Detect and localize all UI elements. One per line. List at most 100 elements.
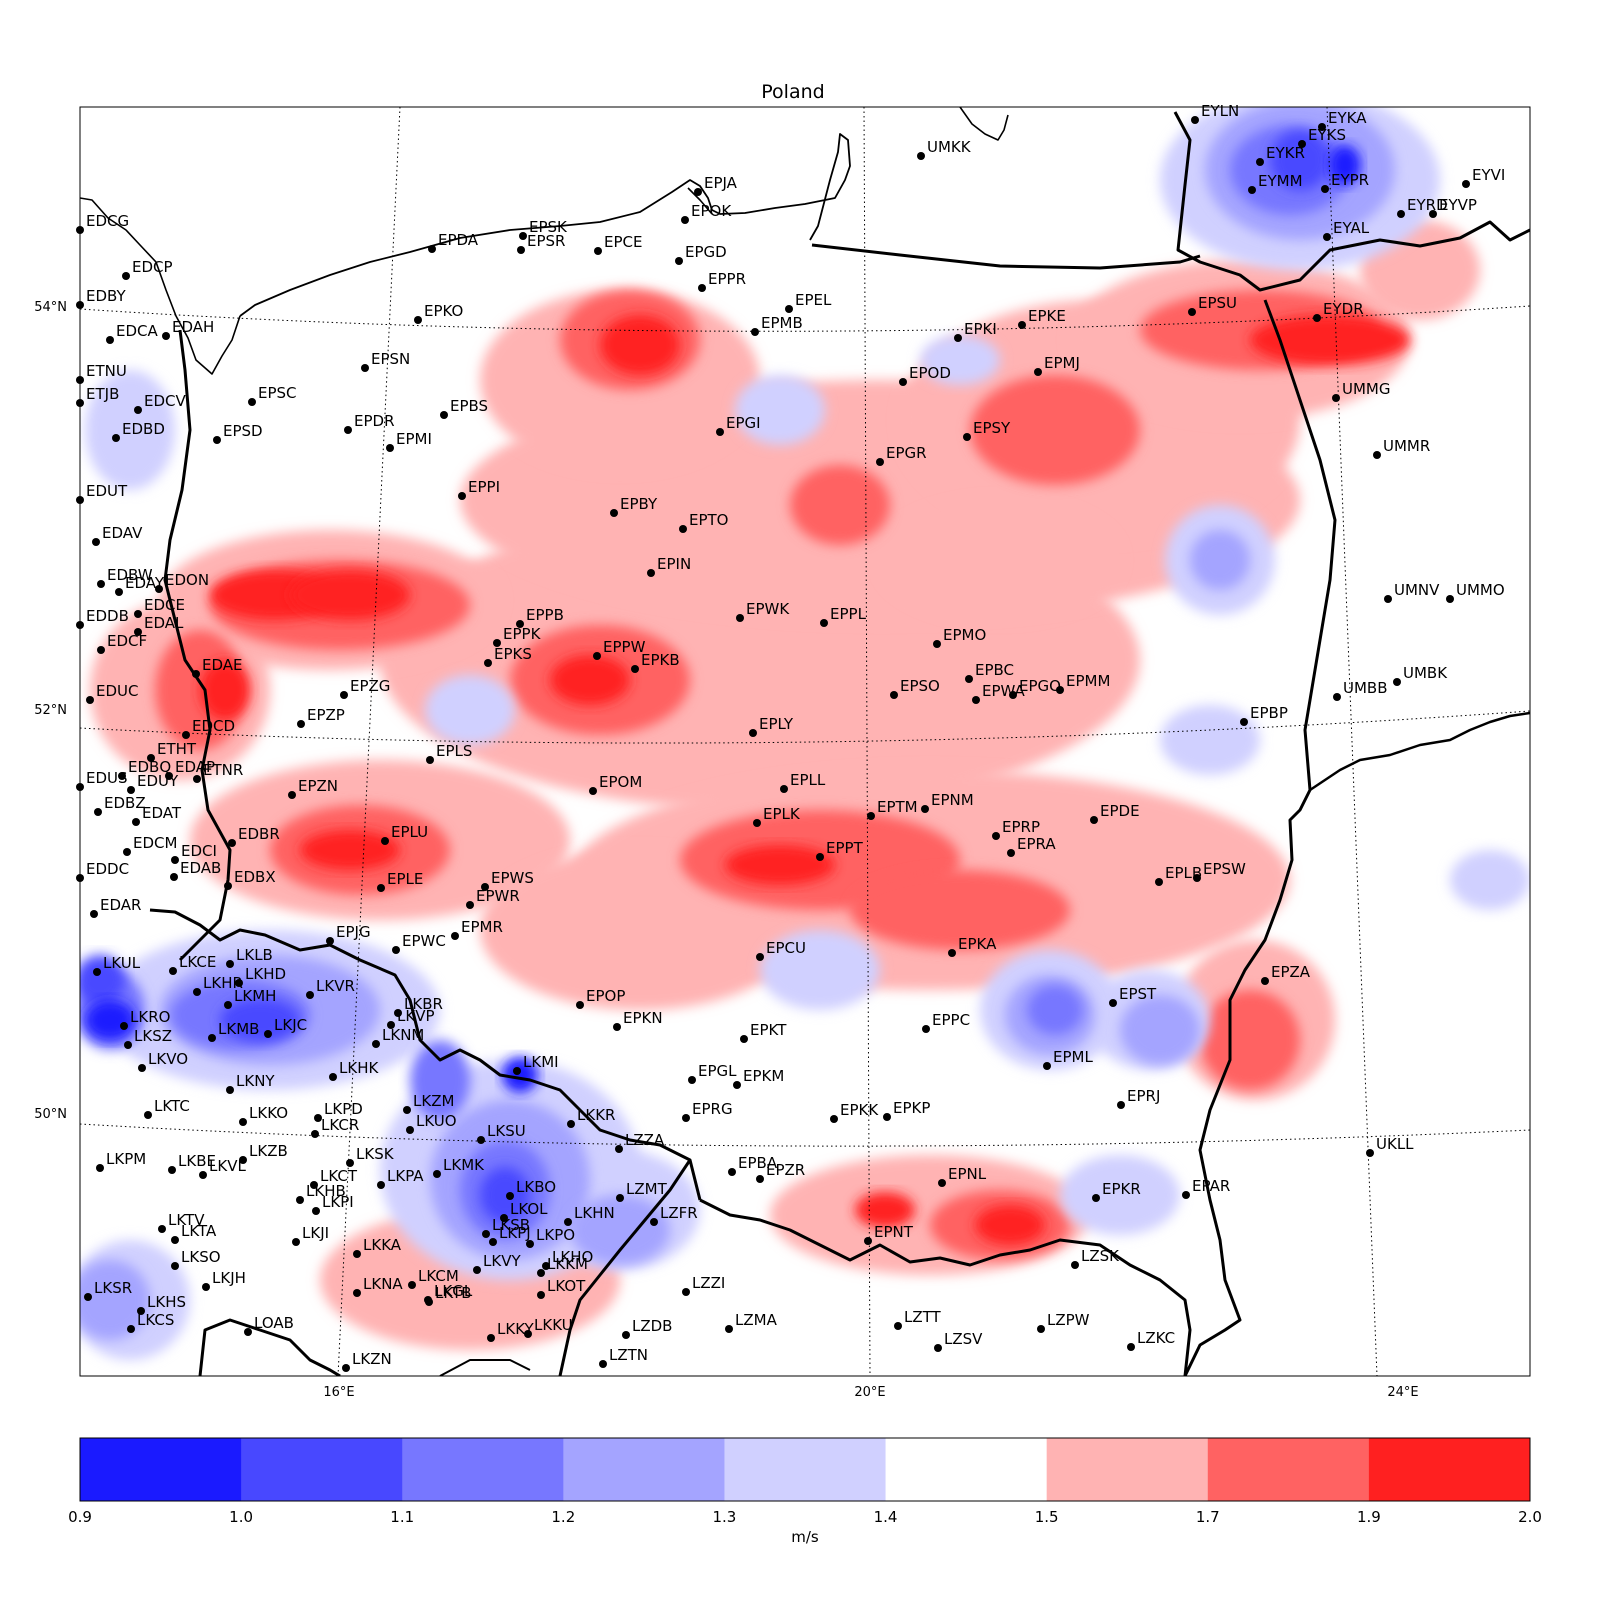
station-label: LKSK bbox=[356, 1145, 395, 1163]
station-lkso: LKSO bbox=[171, 1248, 221, 1270]
station-label: EDCI bbox=[181, 842, 217, 860]
station-dot bbox=[466, 901, 474, 909]
station-label: LKVP bbox=[397, 1007, 435, 1025]
colorbar-tick-label: 1.4 bbox=[874, 1508, 898, 1526]
station-eplb: EPLB bbox=[1155, 864, 1202, 886]
station-label: EYKR bbox=[1266, 144, 1305, 162]
station-ummr: UMMR bbox=[1373, 437, 1430, 459]
station-lkzb: LKZB bbox=[239, 1142, 288, 1164]
station-lkcs: LKCS bbox=[127, 1311, 174, 1333]
station-label: LKMI bbox=[523, 1053, 559, 1071]
wind-contour-patch bbox=[880, 500, 1120, 620]
station-label: LKKM bbox=[547, 1255, 588, 1273]
station-label: EDAT bbox=[142, 804, 182, 822]
map-title: Poland bbox=[761, 81, 824, 103]
station-label: EPSU bbox=[1198, 294, 1237, 312]
wind-contour-patch bbox=[80, 1260, 150, 1340]
station-loab: LOAB bbox=[244, 1314, 294, 1336]
station-label: EPNM bbox=[931, 791, 974, 809]
station-label: EPPT bbox=[826, 839, 864, 857]
colorbar-tick-label: 1.7 bbox=[1196, 1508, 1220, 1526]
station-label: EPKR bbox=[1102, 1180, 1141, 1198]
station-epmj: EPMJ bbox=[1034, 354, 1080, 376]
station-label: EPRJ bbox=[1127, 1087, 1160, 1105]
station-label: EPOK bbox=[691, 202, 732, 220]
station-dot bbox=[1462, 180, 1470, 188]
colorbar-cell bbox=[1046, 1438, 1209, 1501]
station-lkmi: LKMI bbox=[513, 1053, 559, 1075]
colorbar-tick-label: 2.0 bbox=[1518, 1508, 1542, 1526]
station-label: LKMK bbox=[443, 1156, 485, 1174]
station-label: LKPO bbox=[536, 1226, 575, 1244]
station-epkr: EPKR bbox=[1092, 1180, 1141, 1202]
station-dot bbox=[1373, 451, 1381, 459]
station-label: EPLB bbox=[1165, 864, 1202, 882]
wind-contour-patch bbox=[1329, 145, 1361, 185]
colorbar-unit: m/s bbox=[791, 1528, 819, 1546]
lithuania-border bbox=[1173, 111, 1530, 292]
station-epbc: EPBC bbox=[965, 661, 1014, 683]
station-label: EPWC bbox=[402, 932, 446, 950]
station-label: EPMM bbox=[1066, 672, 1110, 690]
station-epml: EPML bbox=[1043, 1048, 1093, 1070]
station-label: LKZB bbox=[249, 1142, 288, 1160]
station-label: LKMB bbox=[218, 1020, 259, 1038]
station-label: EPPB bbox=[526, 606, 564, 624]
station-label: LKBE bbox=[178, 1152, 216, 1170]
station-lksz: LKSZ bbox=[124, 1027, 172, 1049]
station-label: EYMM bbox=[1258, 172, 1303, 190]
station-lkka: LKKA bbox=[353, 1236, 402, 1258]
station-label: LKBR bbox=[404, 995, 443, 1013]
wind-contour-patch bbox=[1120, 995, 1200, 1065]
station-dot bbox=[1018, 321, 1026, 329]
station-edcv: EDCV bbox=[134, 392, 187, 414]
station-eyvi: EYVI bbox=[1462, 166, 1505, 188]
station-dot bbox=[226, 960, 234, 968]
station-dot bbox=[1298, 140, 1306, 148]
station-label: LKJC bbox=[274, 1016, 307, 1034]
coastlines-and-borders bbox=[80, 107, 1530, 1376]
station-edus: EDUS bbox=[76, 769, 128, 791]
station-dot bbox=[342, 1364, 350, 1372]
station-eykr: EYKR bbox=[1256, 144, 1305, 166]
station-dot bbox=[387, 1021, 395, 1029]
station-label: LKUO bbox=[416, 1112, 457, 1130]
station-lkuo: LKUO bbox=[406, 1112, 457, 1134]
station-dot bbox=[506, 1192, 514, 1200]
station-label: EPJG bbox=[336, 923, 371, 941]
station-dot bbox=[1446, 595, 1454, 603]
station-label: LKHK bbox=[339, 1059, 379, 1077]
station-label: LZSV bbox=[944, 1330, 983, 1348]
station-lkro: LKRO bbox=[120, 1008, 170, 1030]
station-dot bbox=[477, 1136, 485, 1144]
station-epwc: EPWC bbox=[392, 932, 446, 954]
colorbar-cell bbox=[80, 1438, 242, 1501]
station-label: EDDC bbox=[86, 860, 129, 878]
station-epls: EPLS bbox=[426, 742, 472, 764]
station-dot bbox=[403, 1106, 411, 1114]
station-label: LKZM bbox=[413, 1092, 454, 1110]
station-label: EPCU bbox=[766, 939, 806, 957]
station-dot bbox=[830, 1115, 838, 1123]
station-dot bbox=[426, 756, 434, 764]
station-label: LKCE bbox=[179, 953, 216, 971]
station-epsu: EPSU bbox=[1188, 294, 1237, 316]
station-eprj: EPRJ bbox=[1117, 1087, 1160, 1109]
station-dot bbox=[440, 411, 448, 419]
station-label: UMBB bbox=[1343, 679, 1388, 697]
station-eyks: EYKS bbox=[1298, 126, 1346, 148]
station-label: LKKA bbox=[363, 1236, 402, 1254]
station-epmr: EPMR bbox=[451, 918, 503, 940]
wind-contour-patch bbox=[85, 1000, 135, 1040]
station-dot bbox=[820, 619, 828, 627]
station-label: LZZA bbox=[625, 1131, 665, 1149]
station-dot bbox=[1127, 1343, 1135, 1351]
station-dot bbox=[199, 1171, 207, 1179]
station-dot bbox=[921, 805, 929, 813]
station-dot bbox=[938, 1179, 946, 1187]
colorbar-frame bbox=[79, 1437, 1531, 1502]
station-label: LKVL bbox=[209, 1157, 246, 1175]
station-dot bbox=[1188, 308, 1196, 316]
station-epsr: EPSR bbox=[517, 232, 565, 254]
station-dot bbox=[112, 434, 120, 442]
